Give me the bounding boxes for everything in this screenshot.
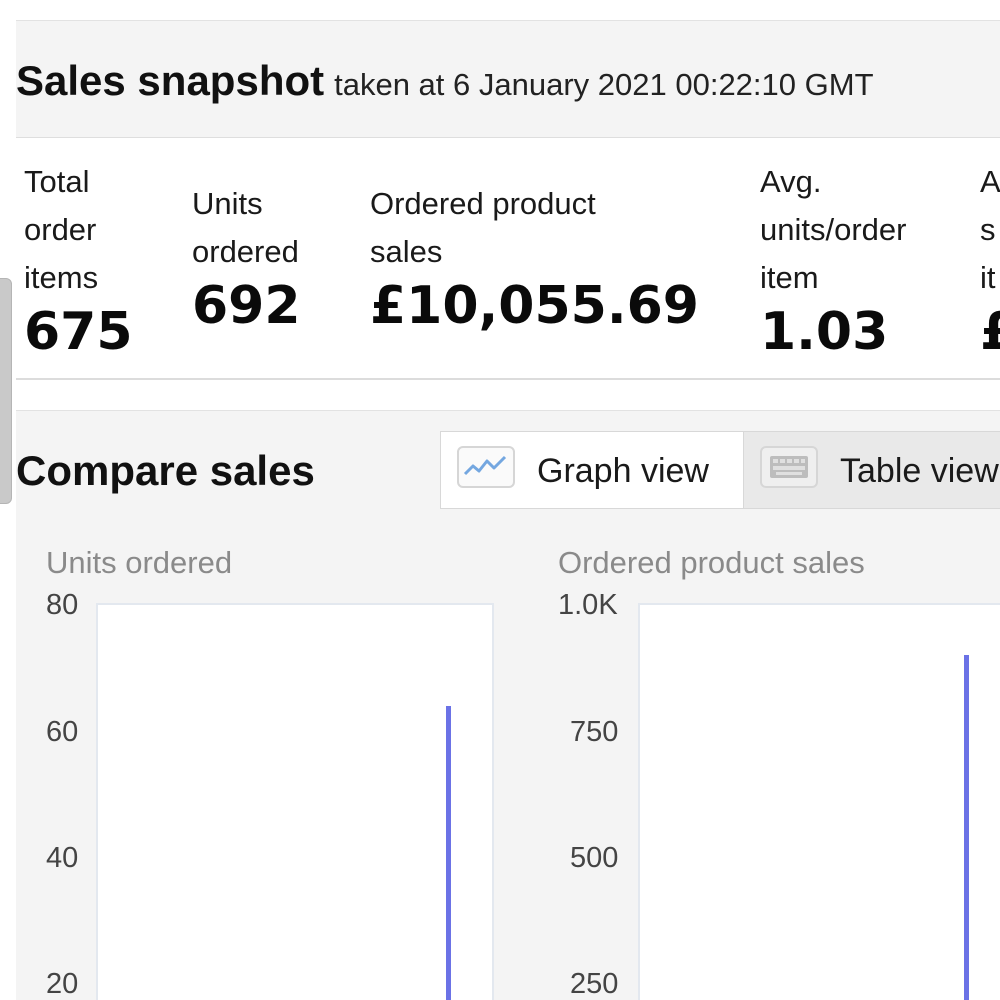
ordered-product-sales-plot bbox=[638, 603, 1000, 1000]
metrics-row: Total order items 675 Units ordered 692 … bbox=[16, 140, 1000, 380]
metric-total-order-items: Total order items 675 bbox=[24, 158, 133, 362]
line-graph-icon bbox=[457, 446, 515, 488]
metric-label-line: order bbox=[24, 212, 97, 247]
metric-value: 675 bbox=[24, 302, 133, 362]
table-view-button[interactable]: Table view bbox=[744, 432, 1000, 508]
metric-label-line: it bbox=[980, 260, 996, 295]
metric-ordered-product-sales: Ordered product sales £10,055.69 bbox=[370, 180, 699, 336]
units-y-tick: 60 bbox=[46, 716, 79, 748]
sales-y-tick: 750 bbox=[570, 716, 619, 748]
metric-value: 692 bbox=[192, 276, 301, 336]
units-y-tick: 80 bbox=[46, 589, 79, 621]
units-ordered-plot bbox=[96, 603, 494, 1000]
compare-sales-title: Compare sales bbox=[16, 447, 315, 494]
metric-value: £ bbox=[980, 302, 1000, 362]
graph-view-button[interactable]: Graph view bbox=[441, 432, 744, 508]
units-ordered-series-line bbox=[446, 705, 451, 1000]
keyboard-table-icon bbox=[760, 446, 818, 488]
metric-label-line: ordered bbox=[192, 234, 299, 269]
metric-value: £10,055.69 bbox=[370, 276, 699, 336]
metric-label-line: Total bbox=[24, 164, 90, 199]
scroll-handle[interactable] bbox=[0, 278, 12, 504]
metric-avg-sales-per-item-partial: A s it £ bbox=[980, 158, 1000, 362]
metric-label-line: item bbox=[760, 260, 819, 295]
snapshot-title-main: Sales snapshot bbox=[16, 57, 325, 104]
metric-label-line: Ordered product bbox=[370, 186, 596, 221]
sales-y-tick: 500 bbox=[570, 842, 619, 874]
units-y-tick: 40 bbox=[46, 842, 79, 874]
metric-label-line: Avg. bbox=[760, 164, 822, 199]
graph-view-label: Graph view bbox=[537, 452, 709, 490]
snapshot-timestamp: taken at 6 January 2021 00:22:10 GMT bbox=[334, 67, 874, 102]
ordered-product-sales-chart-title: Ordered product sales bbox=[558, 545, 865, 580]
metric-label-line: sales bbox=[370, 234, 443, 269]
sales-y-tick: 250 bbox=[570, 968, 619, 1000]
snapshot-title: Sales snapshot taken at 6 January 2021 00… bbox=[16, 57, 874, 105]
metric-avg-units-per-order-item: Avg. units/order item 1.03 bbox=[760, 158, 906, 362]
ordered-product-sales-series-line bbox=[964, 655, 969, 1000]
metric-label-line: A bbox=[980, 164, 1000, 199]
metric-label-line: s bbox=[980, 212, 996, 247]
metric-value: 1.03 bbox=[760, 302, 889, 362]
metric-label-line: items bbox=[24, 260, 99, 295]
units-ordered-chart-title: Units ordered bbox=[46, 545, 233, 580]
units-y-tick: 20 bbox=[46, 968, 79, 1000]
sales-y-tick: 1.0K bbox=[558, 589, 618, 621]
metric-label-line: units/order bbox=[760, 212, 907, 247]
metric-units-ordered: Units ordered 692 bbox=[192, 180, 301, 336]
table-view-label: Table view bbox=[840, 452, 999, 490]
snapshot-header: Sales snapshot taken at 6 January 2021 00… bbox=[16, 20, 1000, 138]
metric-label-line: Units bbox=[192, 186, 263, 221]
compare-sales-section: Compare sales Graph view bbox=[16, 410, 1000, 1000]
view-toggle: Graph view Table view bbox=[440, 431, 1000, 509]
